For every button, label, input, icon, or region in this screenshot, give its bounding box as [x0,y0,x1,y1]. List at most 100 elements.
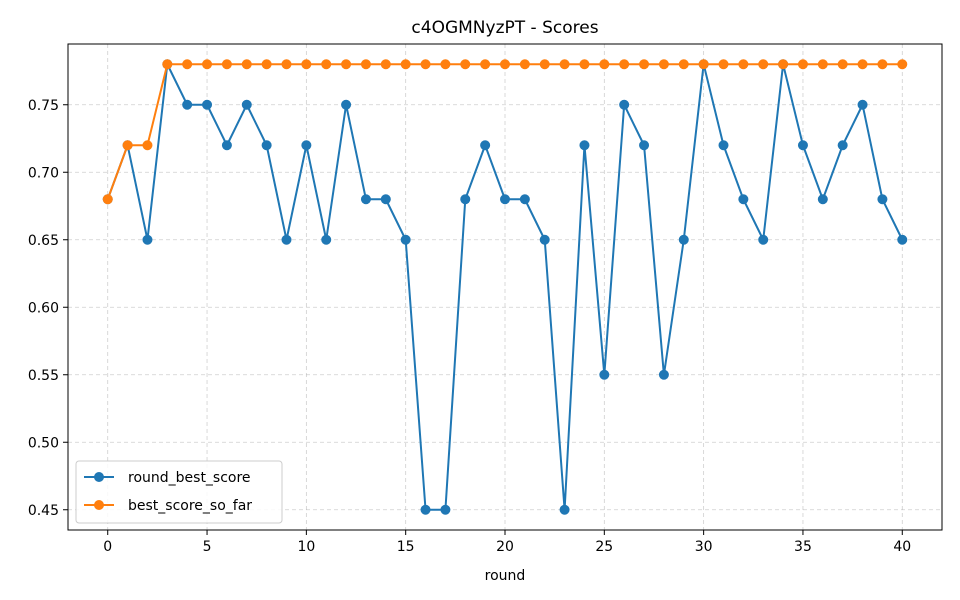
data-point-best_score_so_far [718,59,729,70]
data-point-round_best_score [658,369,669,380]
data-point-best_score_so_far [261,59,272,70]
data-point-best_score_so_far [797,59,808,70]
data-point-best_score_so_far [241,59,252,70]
data-point-best_score_so_far [639,59,650,70]
data-point-best_score_so_far [162,59,173,70]
data-point-round_best_score [321,234,332,245]
data-point-round_best_score [559,504,570,515]
data-point-best_score_so_far [301,59,312,70]
legend: round_best_score best_score_so_far [75,460,283,524]
y-tick-label: 0.70 [28,165,59,181]
data-point-best_score_so_far [678,59,689,70]
data-point-round_best_score [400,234,411,245]
legend-label: round_best_score [128,470,251,486]
y-axis-ticks: 0.45 0.50 0.55 0.60 0.65 0.70 0.75 [28,98,68,519]
data-point-round_best_score [639,140,650,151]
data-point-best_score_so_far [758,59,769,70]
data-point-round_best_score [480,140,491,151]
data-point-best_score_so_far [698,59,709,70]
legend-label: best_score_so_far [128,498,252,514]
y-tick-label: 0.50 [28,435,59,451]
data-point-round_best_score [341,99,352,110]
data-point-round_best_score [261,140,272,151]
data-point-round_best_score [897,234,908,245]
y-tick-label: 0.55 [28,368,59,384]
x-tick-label: 25 [595,539,613,555]
x-tick-label: 10 [297,539,315,555]
legend-item: round_best_score [84,470,251,486]
data-point-round_best_score [738,194,749,205]
x-tick-label: 15 [397,539,415,555]
data-point-best_score_so_far [480,59,491,70]
data-point-round_best_score [579,140,590,151]
x-tick-label: 5 [203,539,212,555]
data-point-round_best_score [599,369,610,380]
data-point-round_best_score [142,234,153,245]
data-point-round_best_score [301,140,312,151]
data-point-best_score_so_far [102,194,113,205]
grid [68,44,942,530]
data-point-round_best_score [420,504,431,515]
data-point-best_score_so_far [539,59,550,70]
data-point-best_score_so_far [281,59,292,70]
data-point-round_best_score [460,194,471,205]
y-tick-label: 0.60 [28,300,59,316]
data-point-best_score_so_far [897,59,908,70]
data-point-best_score_so_far [380,59,391,70]
data-point-round_best_score [500,194,510,205]
x-tick-label: 30 [695,539,713,555]
data-point-best_score_so_far [559,59,570,70]
data-point-best_score_so_far [877,59,888,70]
data-point-best_score_so_far [857,59,868,70]
data-point-round_best_score [539,234,550,245]
x-tick-label: 35 [794,539,812,555]
data-point-best_score_so_far [500,59,510,70]
series-best_score_so_far [102,59,908,205]
data-point-best_score_so_far [599,59,610,70]
data-point-best_score_so_far [658,59,669,70]
legend-marker [94,472,104,482]
x-axis-ticks: 0 5 10 15 20 25 30 35 40 [103,530,911,555]
data-point-round_best_score [202,99,213,110]
data-point-round_best_score [281,234,292,245]
data-point-round_best_score [817,194,828,205]
data-point-best_score_so_far [400,59,411,70]
data-point-best_score_so_far [360,59,371,70]
data-point-best_score_so_far [579,59,590,70]
data-point-best_score_so_far [440,59,451,70]
data-point-round_best_score [758,234,769,245]
data-point-round_best_score [619,99,630,110]
data-point-round_best_score [221,140,232,151]
y-tick-label: 0.75 [28,98,59,114]
data-point-best_score_so_far [142,140,153,151]
x-tick-label: 20 [496,539,514,555]
legend-box [75,460,283,524]
data-point-round_best_score [182,99,193,110]
data-point-best_score_so_far [837,59,848,70]
legend-item: best_score_so_far [84,498,252,514]
x-tick-label: 40 [893,539,911,555]
data-point-round_best_score [380,194,391,205]
data-point-round_best_score [519,194,530,205]
data-point-round_best_score [857,99,868,110]
chart-title: c4OGMNyzPT - Scores [411,18,598,38]
data-point-round_best_score [797,140,808,151]
data-point-best_score_so_far [182,59,193,70]
y-tick-label: 0.45 [28,503,59,519]
data-point-round_best_score [837,140,848,151]
data-point-round_best_score [877,194,888,205]
data-point-best_score_so_far [202,59,213,70]
data-point-best_score_so_far [619,59,630,70]
data-point-round_best_score [241,99,252,110]
x-axis-label: round [485,568,526,584]
data-point-best_score_so_far [519,59,530,70]
data-point-round_best_score [718,140,729,151]
data-point-best_score_so_far [420,59,431,70]
data-point-best_score_so_far [778,59,789,70]
data-point-round_best_score [440,504,451,515]
data-point-round_best_score [360,194,371,205]
data-point-best_score_so_far [221,59,232,70]
data-point-best_score_so_far [341,59,352,70]
